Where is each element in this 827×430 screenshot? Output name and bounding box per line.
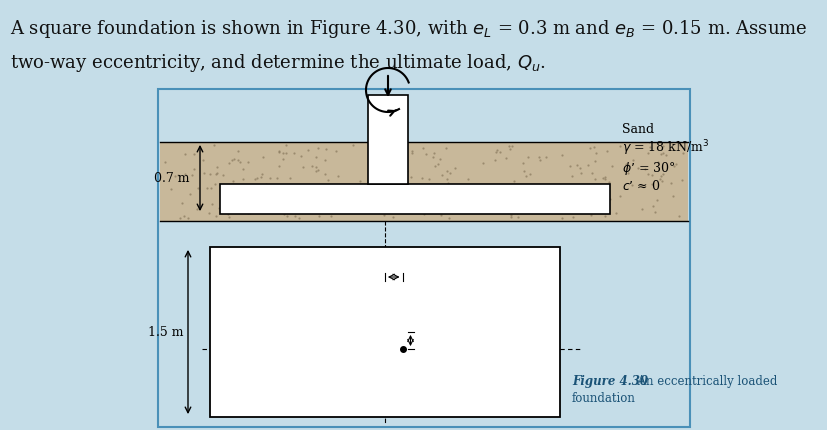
Text: $e_B$ = 0.15 m: $e_B$ = 0.15 m	[410, 269, 488, 286]
Text: Figure 4.30: Figure 4.30	[572, 374, 648, 387]
Text: $e_L$ = 0.3 m: $e_L$ = 0.3 m	[415, 333, 484, 349]
Text: 1.5 m: 1.5 m	[147, 326, 183, 339]
Text: 0.7 m: 0.7 m	[155, 172, 189, 185]
Text: An eccentrically loaded: An eccentrically loaded	[630, 374, 777, 387]
Bar	[158, 90, 690, 427]
Bar	[220, 184, 610, 215]
Text: two-way eccentricity, and determine the ultimate load, $Q_u$.: two-way eccentricity, and determine the …	[10, 52, 546, 74]
Text: 1.5 m × 1.5 m: 1.5 m × 1.5 m	[370, 193, 460, 206]
Bar	[160, 143, 688, 221]
Bar	[210, 247, 560, 417]
Bar	[368, 96, 408, 184]
Text: Sand
$\gamma$ = 18 kN/m$^3$
$\phi$’ = 30°
$c$’ ≈ 0: Sand $\gamma$ = 18 kN/m$^3$ $\phi$’ = 30…	[622, 122, 710, 193]
Text: A square foundation is shown in Figure 4.30, with $e_L$ = 0.3 m and $e_B$ = 0.15: A square foundation is shown in Figure 4…	[10, 18, 807, 40]
Text: foundation: foundation	[572, 391, 636, 404]
